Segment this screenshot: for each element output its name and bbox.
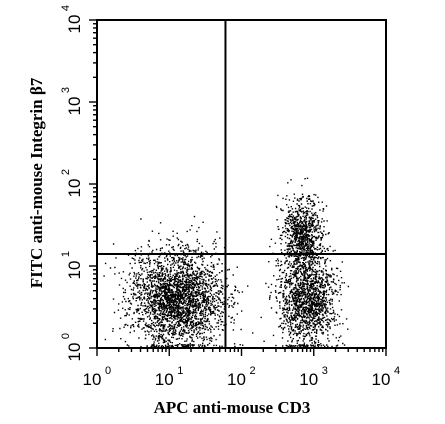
y-tick-label: 10 1: [60, 251, 84, 280]
y-tick-base: 10: [65, 261, 84, 280]
y-axis-title: FITC anti-mouse Integrin β7: [27, 77, 46, 288]
x-axis-title: APC anti-mouse CD3: [154, 398, 311, 417]
y-tick-exponent: 3: [60, 87, 72, 93]
y-tick-label: 10 2: [60, 169, 84, 198]
x-tick-label: 10 3: [299, 365, 328, 389]
y-tick-exponent: 0: [60, 333, 72, 339]
y-tick-exponent: 4: [60, 5, 72, 11]
quadrant-gates: [97, 20, 386, 348]
y-tick-label: 10 4: [60, 5, 84, 34]
x-tick-exponent: 1: [177, 365, 183, 377]
x-tick-base: 10: [372, 370, 391, 389]
x-tick-label: 10 2: [227, 365, 256, 389]
population-3-points: [270, 177, 336, 284]
y-tick-exponent: 2: [60, 169, 72, 175]
population-2-points: [263, 219, 350, 348]
x-tick-exponent: 4: [394, 365, 400, 377]
population-1-points: [103, 215, 262, 348]
y-tick-label: 10 3: [60, 87, 84, 116]
x-tick-exponent: 2: [249, 365, 255, 377]
x-tick-base: 10: [83, 370, 102, 389]
x-tick-base: 10: [155, 370, 174, 389]
y-tick-base: 10: [65, 343, 84, 362]
scatter-points: [103, 177, 350, 348]
y-tick-base: 10: [65, 97, 84, 116]
y-tick-exponent: 1: [60, 251, 72, 257]
x-tick-base: 10: [227, 370, 246, 389]
x-tick-label: 10 1: [155, 365, 184, 389]
y-tick-labels: 10 0 10 1 10 2 10 3 10 4: [60, 5, 84, 362]
x-tick-label: 10 4: [372, 365, 401, 389]
y-tick-base: 10: [65, 15, 84, 34]
x-tick-exponent: 0: [105, 365, 111, 377]
x-tick-label: 10 0: [83, 365, 112, 389]
x-tick-exponent: 3: [322, 365, 328, 377]
axis-ticks: [89, 19, 387, 356]
y-tick-label: 10 0: [60, 333, 84, 362]
x-tick-labels: 10 0 10 1 10 2 10 3 10 4: [83, 365, 401, 389]
y-tick-base: 10: [65, 179, 84, 198]
x-tick-base: 10: [299, 370, 318, 389]
